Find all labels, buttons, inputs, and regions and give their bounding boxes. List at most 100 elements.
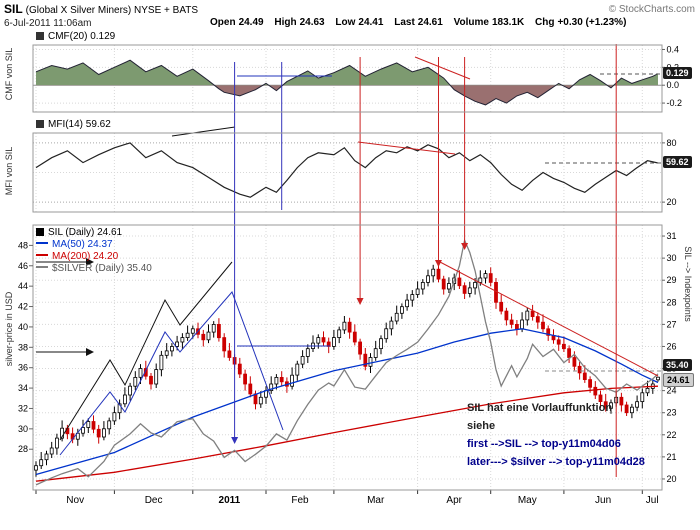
axis-tick-label: 2011 bbox=[219, 495, 241, 506]
axis-tick-label: 36 bbox=[18, 363, 28, 373]
left-axis-title: silver-price in USD bbox=[4, 291, 14, 367]
axis-tick-label: 27 bbox=[667, 319, 677, 329]
volume-value: 183.1K bbox=[491, 17, 525, 28]
ma50-line bbox=[35, 328, 659, 476]
mfi-line bbox=[35, 142, 659, 198]
axis-tick-label: Dec bbox=[145, 495, 163, 506]
axis-tick-label: 30 bbox=[18, 424, 28, 434]
axis-tick-label: 40 bbox=[18, 322, 28, 332]
open-label: Open bbox=[210, 17, 236, 28]
axis-tick-label: 42 bbox=[18, 302, 28, 312]
arrow-icon bbox=[86, 348, 94, 356]
axis-tick-label: 48 bbox=[18, 240, 28, 250]
axis-tick-label: Jul bbox=[646, 495, 659, 506]
axis-tick-label: 28 bbox=[18, 444, 28, 454]
mfi-swatch-icon bbox=[36, 120, 44, 128]
silver-legend: $SILVER (Daily) 35.40 bbox=[36, 263, 152, 274]
axis-tick-label: 28 bbox=[667, 297, 677, 307]
axis-tick-label: 80 bbox=[667, 138, 677, 148]
ma50-legend-label: MA(50) 24.37 bbox=[52, 239, 113, 250]
ma50-line-icon bbox=[36, 242, 48, 244]
cmf-last-value-tag: 0.129 bbox=[663, 67, 692, 79]
quote-datetime: 6-Jul-2011 11:06am bbox=[4, 18, 92, 29]
axis-tick-label: 29 bbox=[667, 275, 677, 285]
axis-tick-label: 23 bbox=[667, 408, 677, 418]
cmf-swatch-icon bbox=[36, 32, 44, 40]
axis-tick-label: 22 bbox=[667, 430, 677, 440]
ma200-legend: MA(200) 24.20 bbox=[36, 251, 118, 262]
ticker-description: (Global X Silver Miners) NYSE + BATS bbox=[25, 5, 199, 16]
note-line-3: first -->SIL --> top-y11m04d06 bbox=[467, 438, 621, 450]
axis-tick-label: 30 bbox=[667, 253, 677, 263]
axis-tick-label: Apr bbox=[446, 495, 462, 506]
axis-tick-label: 31 bbox=[667, 231, 677, 241]
panel-borders bbox=[32, 44, 663, 491]
axis-tick-label: Jun bbox=[595, 495, 611, 506]
axis-tick-label: 38 bbox=[18, 342, 28, 352]
silver-line bbox=[35, 238, 659, 486]
arrow-icon bbox=[231, 437, 239, 444]
right-axis-title: SIL --> Indexpoints bbox=[683, 246, 693, 322]
sil-last-value-tag: 24.61 bbox=[663, 373, 694, 387]
ma200-line-icon bbox=[36, 254, 48, 256]
arrow-icon bbox=[434, 260, 442, 267]
axis-tick-label: 0.0 bbox=[667, 80, 680, 90]
axis-tick-label: 21 bbox=[667, 452, 677, 462]
arrow-icon bbox=[356, 298, 364, 305]
axis-tick-label: 32 bbox=[18, 403, 28, 413]
note-line-2: siehe bbox=[467, 420, 496, 432]
cmf-area bbox=[35, 59, 659, 106]
axis-tick-label: May bbox=[518, 495, 537, 506]
low-value: 24.41 bbox=[358, 17, 384, 28]
note-line-1: SIL hat eine Vorlauffunktion bbox=[467, 402, 613, 414]
mfi-legend: MFI(14) 59.62 bbox=[36, 119, 111, 130]
high-value: 24.63 bbox=[299, 17, 325, 28]
high-label: High bbox=[274, 17, 297, 28]
cmf-legend-label: CMF(20) 0.129 bbox=[48, 31, 116, 42]
candlestick-series bbox=[34, 261, 660, 477]
mfi-last-value-tag: 59.62 bbox=[663, 156, 692, 168]
sil-swatch-icon bbox=[36, 228, 44, 236]
silver-last-value-tag: 35.40 bbox=[663, 359, 692, 371]
silver-legend-label: $SILVER (Daily) 35.40 bbox=[52, 263, 152, 274]
ma50-legend: MA(50) 24.37 bbox=[36, 239, 113, 250]
ma200-line bbox=[35, 385, 659, 482]
silver-line-icon bbox=[36, 266, 48, 268]
low-label: Low bbox=[335, 17, 356, 28]
last-label: Last bbox=[394, 17, 415, 28]
axis-tick-labels: 0.40.20.0-0.2802020212223242526272829303… bbox=[18, 44, 682, 483]
axis-tick-label: 46 bbox=[18, 261, 28, 271]
axis-tick-label: 34 bbox=[18, 383, 28, 393]
cmf-axis-title: CMF von SIL bbox=[4, 47, 14, 101]
arrow-icon bbox=[461, 243, 469, 250]
quote-line: Open 24.49 High 24.63 Low 24.41 Last 24.61 V… bbox=[210, 17, 626, 28]
chg-label: Chg bbox=[535, 17, 555, 28]
chart-title: SIL (Global X Silver Miners) NYSE + BATS bbox=[4, 2, 198, 16]
axis-tick-label: 0.4 bbox=[667, 44, 680, 54]
sil-legend: SIL (Daily) 24.61 bbox=[36, 227, 122, 238]
month-labels: Nov Dec 2011 Feb Mar Apr May Jun Jul bbox=[66, 495, 658, 506]
axis-tick-label: -0.2 bbox=[667, 98, 683, 108]
annotation-note: SIL hat eine Vorlauffunktion siehe first… bbox=[467, 399, 645, 471]
last-value: 24.61 bbox=[417, 17, 443, 28]
chg-value: +0.30 (+1.23%) bbox=[557, 17, 627, 28]
axis-tick-label: 44 bbox=[18, 281, 28, 291]
open-value: 24.49 bbox=[238, 17, 264, 28]
axis-tick-label: 20 bbox=[667, 474, 677, 484]
note-line-4: later---> $silver --> top-y11m04d28 bbox=[467, 456, 645, 468]
ma200-legend-label: MA(200) 24.20 bbox=[52, 251, 119, 262]
copyright-text: © StockCharts.com bbox=[608, 4, 695, 15]
mfi-legend-label: MFI(14) 59.62 bbox=[48, 119, 111, 130]
ticker-symbol: SIL bbox=[4, 2, 23, 16]
axis-tick-label: 20 bbox=[667, 197, 677, 207]
sil-legend-label: SIL (Daily) 24.61 bbox=[48, 227, 123, 238]
cmf-legend: CMF(20) 0.129 bbox=[36, 31, 115, 42]
axis-tick-label: 26 bbox=[667, 341, 677, 351]
axis-tick-label: Mar bbox=[367, 495, 385, 506]
axis-tick-label: Nov bbox=[66, 495, 84, 506]
mfi-axis-title: MFI von SIL bbox=[4, 146, 14, 196]
arrow-icon bbox=[86, 258, 94, 266]
volume-label: Volume bbox=[453, 17, 489, 28]
